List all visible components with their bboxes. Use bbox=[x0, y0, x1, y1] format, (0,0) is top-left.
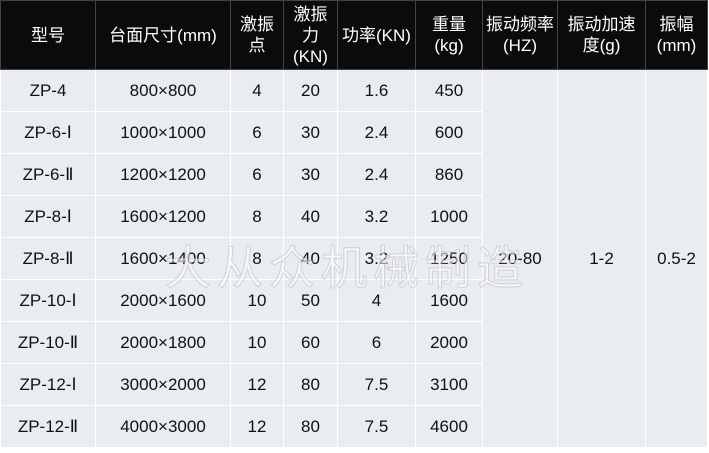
table-cell: 3.2 bbox=[337, 195, 416, 238]
table-cell: 1200×1200 bbox=[95, 153, 231, 196]
table-row: ZP-8-Ⅰ 1600×1200 8 40 3.2 1000 bbox=[0, 195, 708, 238]
table-cell: 3.2 bbox=[337, 237, 416, 280]
column-header: 振动加速度(g) bbox=[557, 0, 646, 70]
table-cell: ZP-6-Ⅱ bbox=[0, 153, 96, 196]
table-cell: 8 bbox=[230, 195, 284, 238]
table-cell: 20 bbox=[283, 69, 338, 112]
table-cell: 2.4 bbox=[337, 111, 416, 154]
table-cell: ZP-10-Ⅰ bbox=[0, 279, 96, 322]
table-cell: 10 bbox=[230, 321, 284, 364]
table-cell: 30 bbox=[283, 111, 338, 154]
table-cell: 1250 bbox=[415, 237, 483, 280]
column-header: 振动频率(HZ) bbox=[482, 0, 558, 70]
table-row: ZP-10-Ⅱ 2000×1800 10 60 6 2000 bbox=[0, 321, 708, 364]
table-cell: 860 bbox=[415, 153, 483, 196]
column-header: 振幅(mm) bbox=[645, 0, 708, 70]
table-cell: 7.5 bbox=[337, 363, 416, 406]
table-cell: 12 bbox=[230, 363, 284, 406]
table-cell: 1.6 bbox=[337, 69, 416, 112]
table-cell: ZP-4 bbox=[0, 69, 96, 112]
table-row: ZP-6-Ⅰ 1000×1000 6 30 2.4 600 bbox=[0, 111, 708, 154]
table-cell: 2000×1800 bbox=[95, 321, 231, 364]
shared-acceleration-cell: 1-2 bbox=[557, 69, 646, 448]
table-cell: 8 bbox=[230, 237, 284, 280]
table-cell: 7.5 bbox=[337, 405, 416, 448]
table-cell: 4 bbox=[337, 279, 416, 322]
table-cell: 3100 bbox=[415, 363, 483, 406]
table-cell: 1600×1200 bbox=[95, 195, 231, 238]
table-row: ZP-4 800×800 4 20 1.6 450 20-80 1-2 0.5-2 bbox=[0, 69, 708, 448]
table-cell: 450 bbox=[415, 69, 483, 112]
column-header: 功率(KN) bbox=[337, 0, 416, 70]
table-cell: 600 bbox=[415, 111, 483, 154]
column-header: 台面尺寸(mm) bbox=[95, 0, 231, 70]
table-cell: 1600×1400 bbox=[95, 237, 231, 280]
table-cell: 40 bbox=[283, 237, 338, 280]
table-cell: ZP-10-Ⅱ bbox=[0, 321, 96, 364]
table-row: ZP-12-Ⅰ 3000×2000 12 80 7.5 3100 bbox=[0, 363, 708, 406]
table-cell: ZP-12-Ⅱ bbox=[0, 405, 96, 448]
table-cell: 2000×1600 bbox=[95, 279, 231, 322]
column-header: 激振力(KN) bbox=[283, 0, 338, 70]
table-cell: 50 bbox=[283, 279, 338, 322]
table-cell: 4000×3000 bbox=[95, 405, 231, 448]
header-row: 型号 台面尺寸(mm) 激振点 激振力(KN) 功率(KN) 重量(kg) 振动频率(HZ)… bbox=[0, 0, 708, 70]
shared-frequency-cell: 20-80 bbox=[482, 69, 558, 448]
table-cell: 40 bbox=[283, 195, 338, 238]
table-cell: ZP-6-Ⅰ bbox=[0, 111, 96, 154]
shared-amplitude-cell: 0.5-2 bbox=[645, 69, 708, 448]
table-cell: 80 bbox=[283, 363, 338, 406]
table-cell: 2.4 bbox=[337, 153, 416, 196]
table-cell: ZP-12-Ⅰ bbox=[0, 363, 96, 406]
table-cell: ZP-8-Ⅱ bbox=[0, 237, 96, 280]
table-cell: 30 bbox=[283, 153, 338, 196]
table-cell: 6 bbox=[230, 153, 284, 196]
table-cell: 60 bbox=[283, 321, 338, 364]
table-cell: 12 bbox=[230, 405, 284, 448]
table-cell: 80 bbox=[283, 405, 338, 448]
table-cell: 10 bbox=[230, 279, 284, 322]
column-header: 型号 bbox=[0, 0, 96, 70]
table-cell: 4 bbox=[230, 69, 284, 112]
table-cell: 2000 bbox=[415, 321, 483, 364]
table-row: ZP-10-Ⅰ 2000×1600 10 50 4 1600 bbox=[0, 279, 708, 322]
column-header: 重量(kg) bbox=[415, 0, 483, 70]
column-header: 激振点 bbox=[230, 0, 284, 70]
table-cell: ZP-8-Ⅰ bbox=[0, 195, 96, 238]
table-row: ZP-12-Ⅱ 4000×3000 12 80 7.5 4600 bbox=[0, 405, 708, 448]
table-cell: 1000 bbox=[415, 195, 483, 238]
table-cell: 6 bbox=[337, 321, 416, 364]
table-cell: 1000×1000 bbox=[95, 111, 231, 154]
table-cell: 3000×2000 bbox=[95, 363, 231, 406]
table-cell: 1600 bbox=[415, 279, 483, 322]
table-cell: 6 bbox=[230, 111, 284, 154]
table-cell: 4600 bbox=[415, 405, 483, 448]
table-cell: 800×800 bbox=[95, 69, 231, 112]
